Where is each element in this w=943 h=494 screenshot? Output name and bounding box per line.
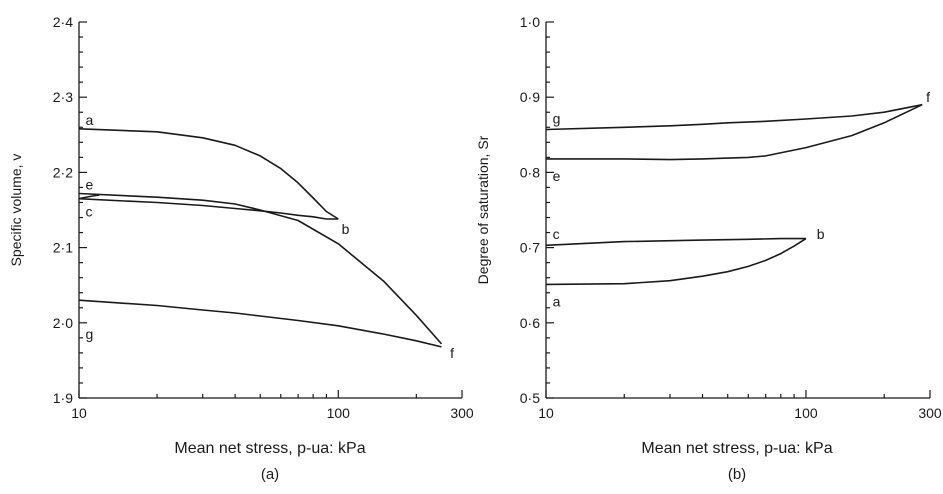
chart-b-y-axis-title: Degree of saturation, Sr — [475, 135, 491, 284]
chart-a-y-tick-label: 2·2 — [53, 164, 73, 180]
chart-b-point-label-e: e — [553, 168, 561, 184]
chart-a-y-tick-label: 2·3 — [53, 89, 73, 105]
chart-b-x-axis-title: Mean net stress, p-ua: kPa — [641, 440, 832, 457]
chart-b-series-a-b — [545, 237, 807, 286]
chart-a-y-axis-title: Specific volume, v — [8, 154, 24, 267]
chart-b: 0·5 0·6 0·7 0·8 0·9 1·0 10 100 300 a b c e f g Degre… — [475, 14, 942, 483]
chart-a-series-a-b — [78, 128, 339, 220]
chart-a-y-ticks: 1·9 2·0 2·1 2·2 2·3 2·4 — [53, 14, 87, 406]
chart-a-x-tick-label: 300 — [450, 405, 474, 421]
chart-a-point-label-c: c — [86, 204, 93, 220]
chart-a-x-ticks: 10 100 300 — [71, 390, 474, 421]
chart-a-y-tick-label: 2·4 — [53, 14, 73, 30]
chart-b-x-tick-label: 300 — [918, 405, 942, 421]
chart-a-point-label-b: b — [342, 221, 350, 237]
chart-a-panel-label: (a) — [261, 466, 279, 483]
chart-b-point-label-f: f — [926, 89, 930, 105]
chart-a-series-e-f — [78, 192, 443, 345]
chart-a: 1·9 2·0 2·1 2·2 2·3 2·4 10 100 300 a b ce f g Speci… — [8, 14, 474, 483]
chart-a-point-label-g: g — [86, 326, 94, 342]
chart-a-x-axis-title: Mean net stress, p-ua: kPa — [174, 440, 365, 457]
chart-a-y-tick-label: 2·1 — [53, 240, 73, 256]
chart-a-y-tick-label: 1·9 — [53, 390, 73, 406]
chart-b-x-tick-label: 10 — [538, 405, 554, 421]
chart-b-point-label-a: a — [553, 294, 561, 310]
chart-a-point-label-a: a — [86, 112, 94, 128]
chart-b-y-tick-label: 0·9 — [520, 89, 540, 105]
chart-b-panel-label: (b) — [728, 466, 746, 483]
chart-a-y-tick-label: 2·0 — [53, 315, 73, 331]
chart-b-y-ticks: 0·5 0·6 0·7 0·8 0·9 1·0 — [520, 14, 554, 406]
chart-b-y-tick-label: 0·6 — [520, 315, 540, 331]
chart-a-series-c-e — [78, 194, 100, 200]
chart-a-series — [78, 128, 443, 348]
chart-b-point-label-c: c — [553, 226, 560, 242]
chart-b-y-tick-label: 0·8 — [520, 164, 540, 180]
chart-a-x-tick-label: 10 — [71, 405, 87, 421]
chart-b-y-tick-label: 0·7 — [520, 240, 540, 256]
chart-b-y-tick-label: 0·5 — [520, 390, 540, 406]
chart-b-series-e-f — [546, 103, 923, 161]
chart-b-point-label-b: b — [817, 226, 825, 242]
chart-b-y-tick-label: 1·0 — [520, 14, 540, 30]
chart-b-x-ticks: 10 100 300 — [538, 390, 942, 421]
chart-a-series-b-c — [78, 197, 339, 220]
chart-a-series-f-g — [78, 299, 442, 348]
chart-a-point-label-f: f — [450, 345, 454, 361]
chart-b-x-tick-label: 100 — [794, 405, 818, 421]
chart-a-point-labels: a b ce f g — [86, 112, 455, 361]
chart-b-series-f-g — [545, 103, 923, 131]
chart-b-series-b-c — [545, 237, 806, 247]
chart-b-axes — [545, 22, 930, 399]
chart-b-point-label-g: g — [553, 110, 561, 126]
chart-a-axes — [78, 22, 462, 399]
chart-a-point-label-e: e — [86, 176, 94, 192]
chart-b-point-labels: a b c e f g — [553, 89, 931, 310]
chart-b-series — [545, 103, 923, 286]
chart-a-x-tick-label: 100 — [327, 405, 351, 421]
